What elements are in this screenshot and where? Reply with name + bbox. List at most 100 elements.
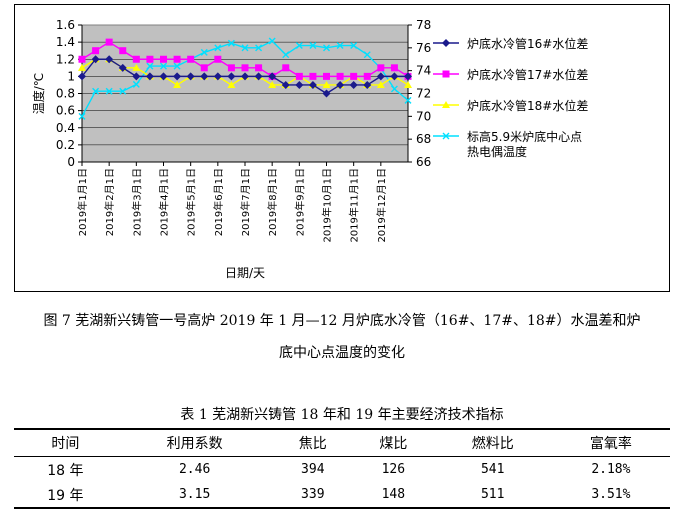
data-point-1	[146, 55, 154, 63]
data-point-3	[336, 42, 344, 50]
data-point-3	[173, 62, 181, 70]
table-cell: 18 年	[47, 462, 84, 479]
x-tick-label: 2019年7月1日	[239, 168, 252, 236]
data-point-3	[78, 112, 86, 120]
y-tick-label: 1.2	[56, 52, 75, 66]
header-coke-ratio: 焦比	[272, 428, 354, 457]
header-time: 时间	[14, 428, 117, 457]
data-point-1	[132, 55, 140, 63]
chart-frame: 0 0.2 0.4 0.6 0.8 1 1.2 1.4 1.6 66 68 70 72 74 76 78 201…	[14, 4, 670, 292]
data-point-1	[78, 55, 86, 63]
data-point-2	[268, 80, 277, 88]
data-point-0	[118, 63, 127, 72]
data-point-1	[377, 64, 385, 72]
data-point-1	[390, 64, 398, 72]
data-point-1	[200, 64, 208, 72]
x-tick-label: 2019年6月1日	[212, 168, 225, 236]
data-point-3	[295, 42, 303, 50]
data-point-1	[309, 72, 317, 80]
table-cell: 541	[480, 462, 505, 477]
data-point-0	[200, 72, 209, 81]
data-point-0	[390, 72, 399, 81]
y2-tick-label: 76	[416, 41, 431, 55]
figure-caption-line1: 图 7 芜湖新兴铸管一号高炉 2019 年 1 月—12 月炉底水冷管（16#、…	[43, 313, 641, 329]
legend-marker	[442, 70, 450, 78]
x-tick-label: 2019年3月1日	[130, 168, 143, 236]
table-cell: 3.15	[116, 482, 273, 509]
line-chart: 0 0.2 0.4 0.6 0.8 1 1.2 1.4 1.6 66 68 70 72 74 76 78 201…	[31, 18, 588, 280]
table-row: 19 年 3.15 339 148 511 3.51%	[14, 482, 670, 509]
data-point-3	[390, 85, 398, 93]
y2-tick-label: 72	[416, 87, 431, 101]
data-point-1	[227, 64, 235, 72]
data-point-0	[336, 80, 345, 89]
table-cell: 2.18%	[591, 462, 631, 477]
data-point-0	[295, 80, 304, 89]
data-point-0	[308, 80, 317, 89]
data-point-3	[146, 62, 154, 70]
y2-tick-label: 78	[416, 18, 431, 32]
data-point-3	[200, 48, 208, 56]
y-tick-label: 1.4	[56, 35, 75, 49]
y-tick-label: 1.6	[56, 18, 75, 32]
data-point-0	[322, 89, 331, 98]
y-tick-label: 1	[67, 69, 75, 83]
data-point-1	[214, 55, 222, 63]
data-point-0	[132, 72, 141, 81]
data-point-0	[241, 72, 249, 81]
x-tick-label: 2019年9月1日	[293, 168, 306, 236]
x-tick-label: 2019年5月1日	[185, 168, 198, 236]
y-tick-label: 0.4	[56, 121, 75, 135]
data-point-0	[376, 72, 385, 81]
data-point-0	[363, 80, 372, 89]
data-point-1	[173, 55, 181, 63]
data-point-3	[363, 51, 371, 59]
data-point-1	[323, 72, 330, 80]
data-point-0	[227, 72, 236, 81]
data-point-1	[105, 38, 113, 46]
y2-tick-label: 66	[416, 155, 431, 169]
data-point-0	[91, 55, 100, 64]
data-point-3	[241, 44, 249, 52]
data-point-3	[227, 39, 235, 47]
data-point-0	[78, 72, 86, 81]
table-cell: 339	[272, 482, 354, 509]
data-point-3	[92, 87, 100, 95]
header-oxygen-rate: 富氧率	[551, 428, 670, 457]
data-point-3	[105, 87, 113, 95]
data-point-3	[214, 44, 222, 52]
data-point-3	[160, 62, 167, 70]
x-tick-label: 2019年2月1日	[103, 168, 116, 236]
table-cell: 3.51%	[551, 482, 670, 509]
x-tick-label: 2019年10月1日	[321, 168, 334, 243]
data-point-0	[404, 72, 412, 81]
y-tick-label: 0.2	[56, 138, 75, 152]
data-point-2	[78, 63, 86, 71]
data-point-1	[187, 55, 195, 63]
x-tick-label: 2019年8月1日	[266, 168, 279, 236]
data-point-0	[159, 72, 168, 81]
data-point-3	[255, 44, 263, 52]
table-cell: 2.46	[178, 462, 211, 477]
data-point-1	[295, 72, 303, 80]
legend-marker	[442, 39, 450, 47]
data-point-1	[255, 64, 263, 72]
data-point-3	[404, 96, 412, 104]
data-point-1	[119, 47, 127, 55]
data-point-2	[404, 80, 412, 88]
legend-marker	[442, 101, 450, 108]
y2-tick-label: 70	[416, 109, 431, 123]
x-tick-label: 2019年11月1日	[348, 168, 361, 243]
header-utilization: 利用系数	[116, 428, 273, 457]
x-tick-label: 2019年12月1日	[375, 168, 388, 243]
y-tick-label: 0.6	[56, 104, 75, 118]
legend-label: 热电偶温度	[467, 144, 527, 159]
table-cell: 394	[301, 462, 325, 477]
table-cell: 511	[433, 482, 552, 509]
table-title: 表 1 芜湖新兴铸管 18 年和 19 年主要经济技术指标	[180, 407, 504, 423]
header-coal-ratio: 煤比	[353, 428, 434, 457]
data-point-1	[350, 72, 358, 80]
data-point-0	[186, 72, 195, 81]
indicator-table: 时间 利用系数 焦比 煤比 燃料比 富氧率 18 年 2.46 394 126 …	[14, 428, 670, 509]
data-point-2	[173, 80, 182, 88]
